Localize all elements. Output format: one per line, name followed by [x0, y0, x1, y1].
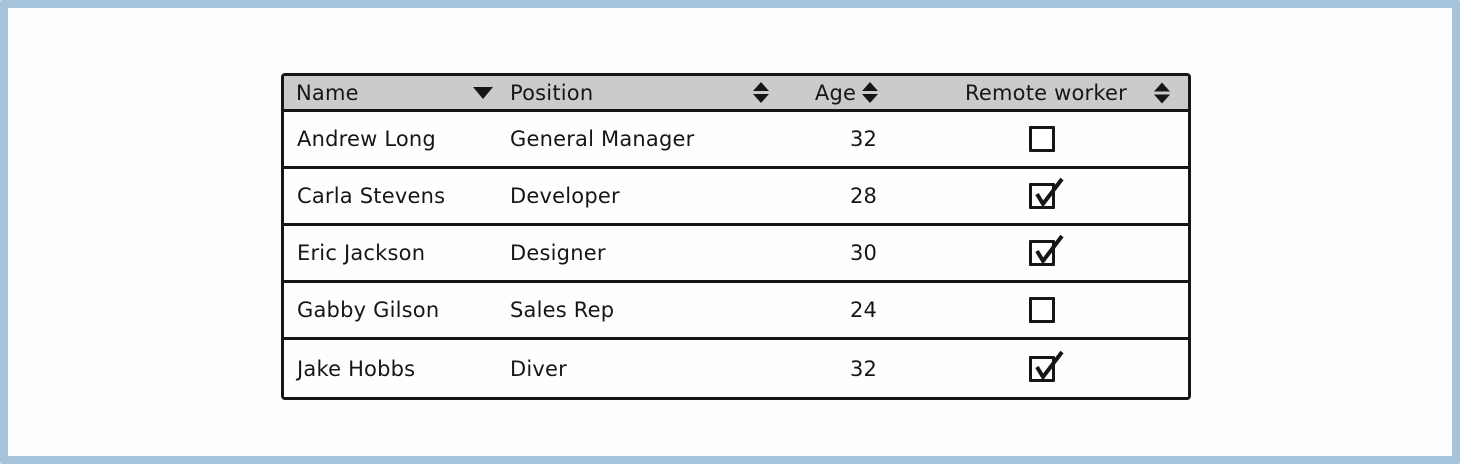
cell-position: General Manager: [510, 127, 695, 151]
table-row[interactable]: Carla Stevens Developer 28: [284, 169, 1188, 226]
sort-updown-icon: [1154, 82, 1170, 103]
cell-age: 30: [849, 241, 878, 265]
data-table: Name Position Age Remote worker Andrew L…: [281, 73, 1191, 400]
column-header-remote-worker-label: Remote worker: [965, 80, 1127, 105]
checkmark-icon: [1035, 350, 1064, 381]
cell-position: Designer: [510, 241, 606, 265]
table-row[interactable]: Gabby Gilson Sales Rep 24: [284, 283, 1188, 340]
remote-worker-checkbox[interactable]: [1029, 126, 1055, 152]
checkmark-icon: [1035, 177, 1064, 208]
cell-name: Eric Jackson: [297, 241, 426, 265]
triangle-down-icon: [473, 86, 493, 99]
cell-remote: [904, 177, 1188, 209]
column-header-remote-worker[interactable]: Remote worker: [904, 76, 1188, 109]
cell-age: 24: [849, 298, 878, 322]
column-header-position-label: Position: [510, 80, 594, 105]
column-header-age-label: Age: [814, 80, 857, 105]
table-row[interactable]: Andrew Long General Manager 32: [284, 112, 1188, 169]
column-header-position[interactable]: Position: [501, 76, 789, 109]
remote-worker-checkbox[interactable]: [1029, 234, 1064, 266]
cell-position: Sales Rep: [510, 298, 615, 322]
cell-name: Jake Hobbs: [297, 356, 416, 381]
cell-age: 32: [849, 356, 878, 381]
table-header-row: Name Position Age Remote worker: [284, 76, 1188, 112]
cell-remote: [904, 126, 1188, 152]
sort-updown-icon: [862, 82, 879, 103]
cell-remote: [904, 297, 1188, 323]
cell-name: Andrew Long: [297, 127, 436, 151]
cell-remote: [904, 234, 1188, 266]
table-row[interactable]: Eric Jackson Designer 30: [284, 226, 1188, 283]
table-row[interactable]: Jake Hobbs Diver 32: [284, 340, 1188, 397]
cell-name: Gabby Gilson: [297, 298, 440, 322]
remote-worker-checkbox[interactable]: [1029, 350, 1064, 382]
cell-position: Diver: [510, 356, 567, 381]
sort-updown-icon: [753, 82, 769, 103]
checkmark-icon: [1035, 234, 1064, 265]
cell-age: 28: [849, 184, 878, 208]
column-header-age[interactable]: Age: [789, 76, 904, 109]
cell-remote: [904, 350, 1188, 382]
cell-age: 32: [849, 127, 878, 151]
remote-worker-checkbox[interactable]: [1029, 297, 1055, 323]
column-header-name-label: Name: [296, 80, 359, 105]
remote-worker-checkbox[interactable]: [1029, 177, 1064, 209]
cell-position: Developer: [510, 184, 620, 208]
column-header-name[interactable]: Name: [284, 76, 501, 109]
cell-name: Carla Stevens: [297, 184, 446, 208]
